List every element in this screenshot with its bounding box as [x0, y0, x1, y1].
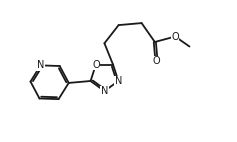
Text: O: O [153, 56, 160, 66]
Text: O: O [171, 32, 179, 41]
Text: N: N [37, 60, 44, 70]
Text: N: N [101, 86, 108, 96]
Text: N: N [115, 76, 122, 86]
Text: O: O [92, 60, 100, 70]
